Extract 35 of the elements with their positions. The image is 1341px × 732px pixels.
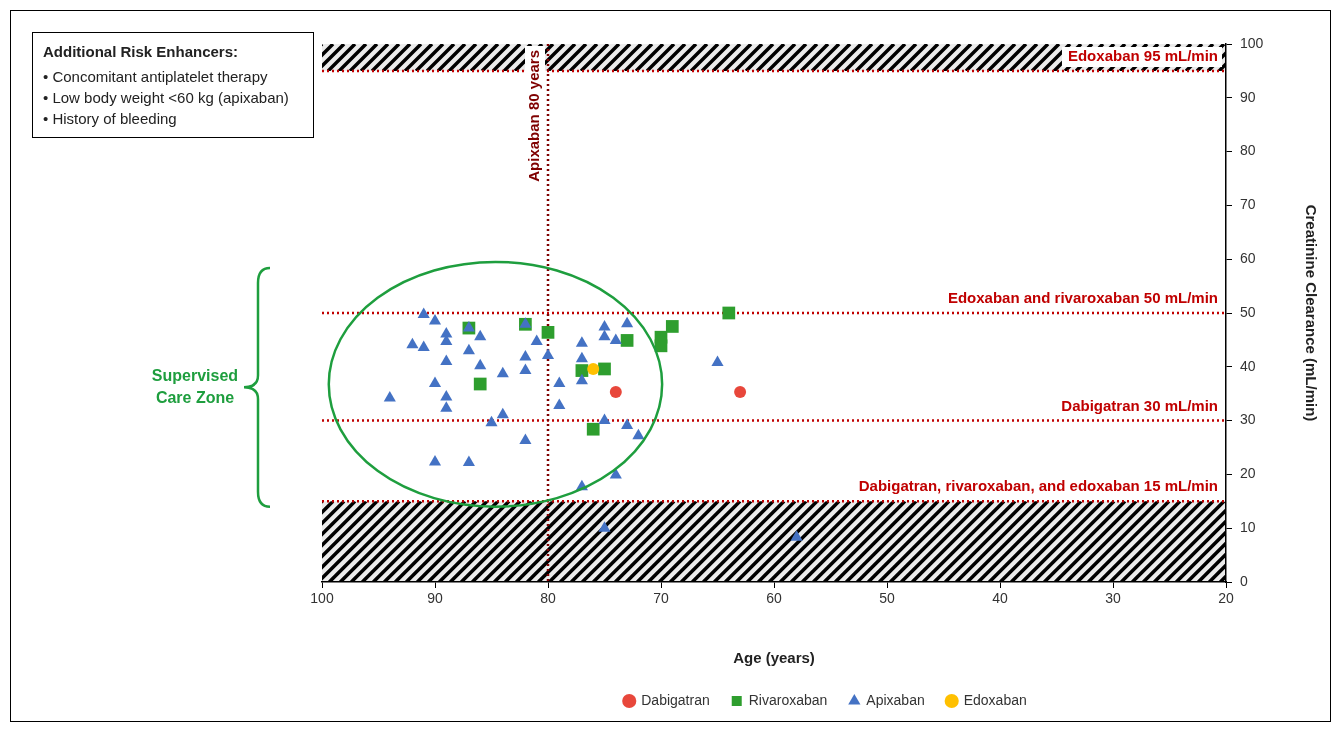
legend-label: Dabigatran <box>641 691 710 708</box>
ref-line-label: Dabigatran, rivaroxaban, and edoxaban 15 mL/min <box>858 477 1218 495</box>
ref-line-label: Edoxaban and rivaroxaban 50 mL/min <box>947 289 1218 307</box>
text: Additional Risk Enhancers: <box>43 42 240 62</box>
y-tick-label: 10 <box>1240 519 1256 536</box>
x-axis-title: Age (years) <box>733 649 815 667</box>
x-tick-label: 20 <box>1218 590 1234 607</box>
text: • History of bleeding <box>43 109 178 129</box>
text: • Low body weight <60 kg (apixaban) <box>43 88 290 108</box>
text: • Concomitant antiplatelet therapy <box>43 67 269 87</box>
x-tick-label: 70 <box>653 590 669 607</box>
y-tick-label: 50 <box>1240 303 1256 320</box>
ref-line-label: Dabigatran 30 mL/min <box>1061 396 1218 414</box>
y-tick-label: 20 <box>1240 465 1256 482</box>
ref-line-label: Apixaban 80 years <box>525 50 543 182</box>
x-tick-label: 30 <box>1105 590 1121 607</box>
y-tick-label: 60 <box>1240 250 1256 267</box>
y-tick-label: 40 <box>1240 357 1256 374</box>
legend-label: Apixaban <box>866 691 925 708</box>
x-tick-label: 40 <box>992 590 1008 607</box>
legend-label: Rivaroxaban <box>748 691 828 708</box>
y-tick-label: 80 <box>1240 142 1256 159</box>
y-axis-title: Creatinine Clearance (mL/min) <box>1302 204 1320 422</box>
legend-label: Edoxaban <box>963 691 1027 708</box>
y-tick-label: 30 <box>1240 411 1256 428</box>
text: Supervised Care Zone <box>150 366 240 409</box>
y-tick-label: 0 <box>1240 572 1248 589</box>
y-tick-label: 90 <box>1240 88 1256 105</box>
x-tick-label: 80 <box>540 590 556 607</box>
x-tick-label: 90 <box>427 590 443 607</box>
x-tick-label: 100 <box>310 590 334 607</box>
x-tick-label: 50 <box>879 590 895 607</box>
y-tick-label: 100 <box>1240 34 1264 51</box>
x-tick-label: 60 <box>766 590 782 607</box>
y-tick-label: 70 <box>1240 196 1256 213</box>
